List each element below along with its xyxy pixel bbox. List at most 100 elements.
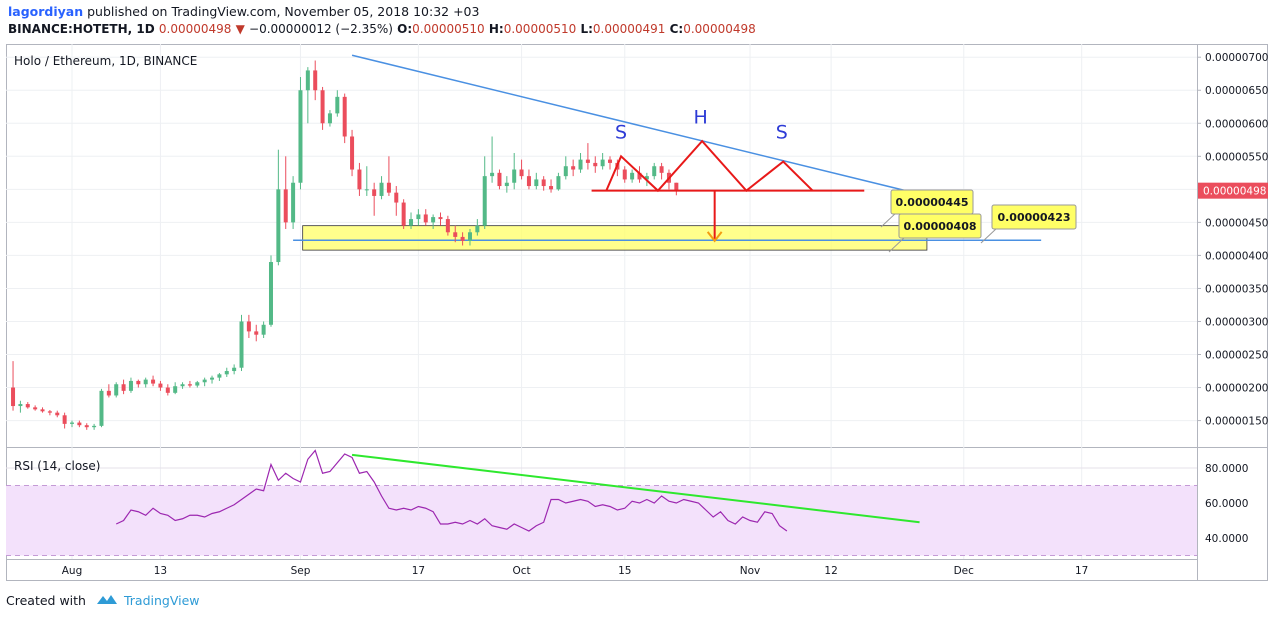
chart-svg[interactable]: 0.00000150 0.00000200 0.00000250 0.00000300… xyxy=(0,40,1274,585)
time-tick-label: 12 xyxy=(824,565,837,577)
candle xyxy=(121,379,126,395)
rsi-pane-title: RSI (14, close) xyxy=(14,459,100,473)
tradingview-logo-icon[interactable] xyxy=(96,593,118,608)
candle xyxy=(224,367,229,377)
candle xyxy=(556,172,561,191)
callout-423-text: 0.00000423 xyxy=(997,211,1070,224)
candle xyxy=(600,153,605,170)
down-arrow-icon: ▼ xyxy=(235,22,245,36)
candle xyxy=(268,255,273,327)
candle xyxy=(128,377,133,393)
published-text: published on TradingView.com, November 0… xyxy=(87,4,480,19)
symbol-label: BINANCE:HOTETH, 1D xyxy=(8,22,155,36)
time-tick-label: 13 xyxy=(154,565,167,577)
candle xyxy=(47,410,52,416)
candle xyxy=(467,228,472,246)
candle xyxy=(33,405,38,411)
price-tick-label: 0.00000350 xyxy=(1205,283,1268,295)
chart-area[interactable]: 0.00000150 0.00000200 0.00000250 0.00000300… xyxy=(0,40,1274,585)
rsi-axis: 40.0000 60.0000 80.0000 xyxy=(1205,463,1248,545)
candle xyxy=(423,209,428,226)
candle xyxy=(158,380,163,391)
candle xyxy=(453,225,458,243)
head-shoulders-shape[interactable] xyxy=(605,139,814,193)
main-pane-title: Holo / Ethereum, 1D, BINANCE xyxy=(14,54,197,68)
price-tick-label: 0.00000200 xyxy=(1205,383,1268,395)
price-tick-label: 0.00000600 xyxy=(1205,118,1268,130)
author-link[interactable]: lagordiyan xyxy=(8,4,84,19)
callout-408-box xyxy=(898,213,982,239)
candle xyxy=(246,314,251,338)
callout-445[interactable]: 0.00000445 xyxy=(880,189,974,228)
time-tick-label: Oct xyxy=(512,565,530,577)
candle xyxy=(482,156,487,229)
candle xyxy=(106,384,111,398)
candle xyxy=(55,410,60,418)
time-axis: Aug 13 Sep 17 Oct 15 Nov 12 Dec 17 xyxy=(62,565,1089,577)
time-tick-label: 17 xyxy=(1075,565,1088,577)
candle xyxy=(342,93,347,144)
candle xyxy=(92,423,97,430)
candle xyxy=(165,384,170,396)
candle xyxy=(674,182,679,196)
candle xyxy=(70,420,74,428)
candle xyxy=(504,176,509,193)
candle xyxy=(475,219,480,236)
candle xyxy=(143,377,148,388)
candle xyxy=(630,169,635,183)
candle xyxy=(416,209,421,226)
candle xyxy=(327,110,332,127)
candle xyxy=(136,379,141,388)
candle xyxy=(320,86,325,130)
high-label: H: xyxy=(488,22,504,36)
candle xyxy=(659,162,664,180)
candle xyxy=(438,212,443,226)
high-value: 0.00000510 xyxy=(503,22,577,36)
candle xyxy=(394,186,399,216)
left-shoulder-label: S xyxy=(615,121,627,143)
rsi-trendline[interactable] xyxy=(351,453,920,524)
candle xyxy=(217,373,222,381)
time-tick-label: 15 xyxy=(618,565,631,577)
price-tick-label: 0.00000550 xyxy=(1205,151,1268,163)
candle xyxy=(210,375,215,384)
candle xyxy=(305,67,310,124)
candle xyxy=(232,364,237,375)
candle xyxy=(298,77,303,190)
candle xyxy=(84,423,89,430)
candles xyxy=(11,60,679,430)
rsi-tick-label: 60.0000 xyxy=(1205,498,1248,510)
close-label: C: xyxy=(669,22,684,36)
candle xyxy=(585,143,590,170)
callout-423[interactable]: 0.00000423 xyxy=(980,204,1077,244)
callout-408[interactable]: 0.00000408 xyxy=(888,213,982,253)
candle xyxy=(313,60,318,101)
candle xyxy=(99,388,104,428)
candle xyxy=(541,176,546,191)
ohlc-line: BINANCE:HOTETH, 1D 0.00000498 ▼ −0.00000… xyxy=(8,22,756,36)
tradingview-link[interactable]: TradingView xyxy=(123,593,200,608)
candle xyxy=(622,166,627,183)
candle xyxy=(445,215,450,236)
price-tick-label: 0.00000150 xyxy=(1205,416,1268,428)
candle xyxy=(291,176,296,229)
time-tick-label: Aug xyxy=(62,565,83,577)
descending-trendline[interactable] xyxy=(351,54,909,193)
candle xyxy=(578,153,583,173)
grid xyxy=(6,44,1197,559)
right-shoulder-label: S xyxy=(776,121,788,143)
candle xyxy=(512,153,517,190)
candle xyxy=(379,176,384,200)
callout-423-box xyxy=(991,204,1077,230)
open-label: O: xyxy=(397,22,413,36)
candle xyxy=(25,402,30,409)
candle xyxy=(372,182,377,216)
candle xyxy=(77,420,82,428)
candle xyxy=(62,412,67,429)
low-label: L: xyxy=(580,22,593,36)
rsi-tick-label: 40.0000 xyxy=(1205,533,1248,545)
created-with-text: Created with xyxy=(6,593,86,608)
candle xyxy=(460,232,465,246)
support-zone[interactable] xyxy=(302,225,928,251)
candle xyxy=(335,90,340,117)
